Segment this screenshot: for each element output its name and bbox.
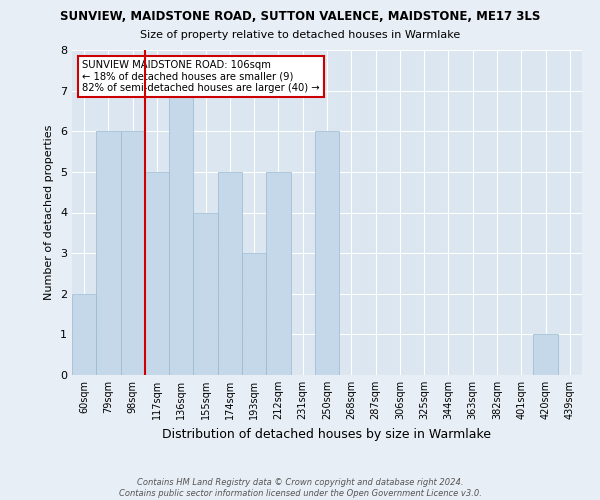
- Bar: [72, 294, 96, 375]
- Bar: [96, 131, 121, 375]
- Bar: [169, 90, 193, 375]
- Bar: [315, 131, 339, 375]
- Text: SUNVIEW MAIDSTONE ROAD: 106sqm
← 18% of detached houses are smaller (9)
82% of s: SUNVIEW MAIDSTONE ROAD: 106sqm ← 18% of …: [82, 60, 320, 93]
- Bar: [533, 334, 558, 375]
- Text: SUNVIEW, MAIDSTONE ROAD, SUTTON VALENCE, MAIDSTONE, ME17 3LS: SUNVIEW, MAIDSTONE ROAD, SUTTON VALENCE,…: [60, 10, 540, 23]
- Bar: [145, 172, 169, 375]
- Bar: [121, 131, 145, 375]
- Text: Size of property relative to detached houses in Warmlake: Size of property relative to detached ho…: [140, 30, 460, 40]
- Text: Contains HM Land Registry data © Crown copyright and database right 2024.
Contai: Contains HM Land Registry data © Crown c…: [119, 478, 481, 498]
- Y-axis label: Number of detached properties: Number of detached properties: [44, 125, 55, 300]
- Bar: [193, 212, 218, 375]
- Bar: [242, 253, 266, 375]
- X-axis label: Distribution of detached houses by size in Warmlake: Distribution of detached houses by size …: [163, 428, 491, 440]
- Bar: [218, 172, 242, 375]
- Bar: [266, 172, 290, 375]
